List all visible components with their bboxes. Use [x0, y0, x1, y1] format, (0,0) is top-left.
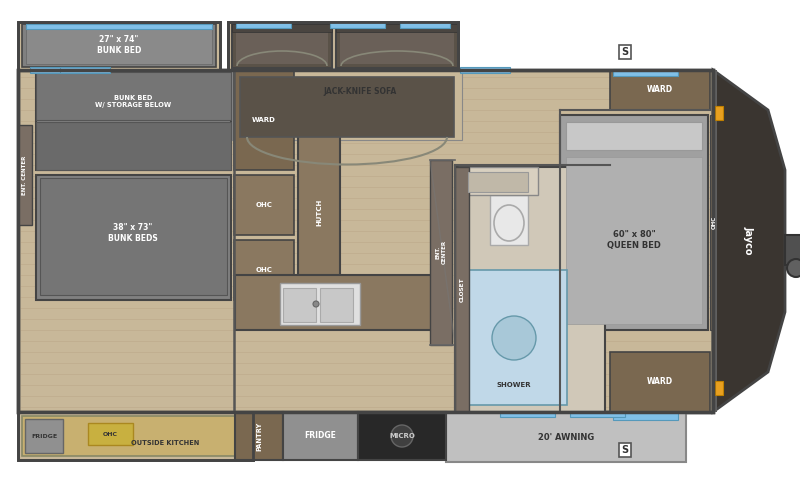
Circle shape: [492, 316, 536, 360]
Bar: [715, 381, 723, 395]
Bar: [18, 22, 220, 70]
Bar: [18, 125, 32, 225]
Text: PANTRY: PANTRY: [256, 422, 262, 450]
Text: WARD: WARD: [252, 117, 276, 123]
Bar: [460, 67, 510, 73]
Text: BUNK BED
W/ STORAGE BELOW: BUNK BED W/ STORAGE BELOW: [95, 96, 171, 108]
Text: 38" x 73"
BUNK BEDS: 38" x 73" BUNK BEDS: [108, 224, 158, 242]
Bar: [610, 352, 710, 412]
Bar: [500, 411, 555, 417]
Text: HUTCH: HUTCH: [316, 198, 322, 226]
Text: CLOSET: CLOSET: [459, 278, 465, 302]
Bar: [455, 167, 605, 412]
Bar: [400, 22, 450, 28]
Bar: [283, 288, 316, 322]
Bar: [283, 412, 358, 460]
Bar: [22, 416, 249, 456]
Bar: [340, 28, 454, 64]
Bar: [40, 178, 227, 295]
Bar: [613, 412, 678, 420]
Bar: [336, 24, 458, 32]
Bar: [298, 100, 340, 325]
Bar: [18, 412, 253, 460]
Bar: [446, 412, 686, 462]
Bar: [240, 77, 454, 137]
Bar: [358, 412, 446, 460]
Bar: [336, 24, 458, 68]
Bar: [713, 70, 717, 412]
Text: SHOWER: SHOWER: [497, 382, 531, 388]
Bar: [232, 24, 332, 32]
Text: Jayco: Jayco: [744, 226, 754, 254]
Bar: [22, 24, 216, 67]
Bar: [228, 22, 458, 70]
Text: 27" x 74"
BUNK BED: 27" x 74" BUNK BED: [97, 36, 141, 54]
Bar: [610, 70, 710, 110]
Bar: [468, 172, 528, 192]
Bar: [36, 72, 231, 170]
Text: WARD: WARD: [647, 378, 673, 386]
Polygon shape: [713, 70, 785, 412]
Bar: [36, 122, 231, 170]
Bar: [26, 27, 212, 64]
Bar: [36, 72, 231, 120]
Bar: [234, 175, 294, 235]
Bar: [490, 195, 528, 245]
Bar: [566, 157, 702, 324]
Circle shape: [391, 425, 413, 447]
Bar: [232, 24, 332, 68]
Bar: [26, 24, 212, 29]
Bar: [280, 283, 360, 325]
Text: OHC: OHC: [255, 202, 273, 208]
Bar: [236, 22, 291, 28]
Bar: [18, 70, 713, 412]
Bar: [234, 70, 294, 170]
Text: MICRO: MICRO: [389, 433, 415, 439]
Bar: [330, 22, 385, 28]
Bar: [18, 70, 713, 412]
Bar: [785, 235, 800, 265]
Circle shape: [313, 301, 319, 307]
Text: S: S: [622, 445, 629, 455]
Bar: [88, 423, 133, 445]
Bar: [462, 270, 567, 405]
Bar: [30, 67, 80, 73]
Text: OUTSIDE KITCHEN: OUTSIDE KITCHEN: [131, 440, 199, 446]
Bar: [18, 412, 253, 460]
Bar: [566, 122, 702, 150]
Bar: [710, 115, 718, 330]
Bar: [613, 69, 678, 76]
Text: ENT.
CENTER: ENT. CENTER: [436, 240, 446, 264]
Bar: [234, 240, 294, 300]
Text: OHC: OHC: [102, 432, 118, 436]
Text: FRIDGE: FRIDGE: [304, 432, 336, 440]
Text: FRIDGE: FRIDGE: [31, 434, 57, 438]
Bar: [455, 167, 469, 412]
Bar: [715, 106, 723, 120]
Text: ENT. CENTER: ENT. CENTER: [22, 156, 27, 194]
Bar: [458, 167, 538, 195]
Bar: [235, 412, 283, 460]
Text: S: S: [622, 47, 629, 57]
Bar: [236, 28, 328, 64]
Bar: [235, 275, 435, 330]
Bar: [36, 175, 231, 300]
Text: OHC: OHC: [255, 267, 273, 273]
Bar: [430, 160, 452, 345]
Bar: [60, 67, 110, 73]
Text: 20' AWNING: 20' AWNING: [538, 434, 594, 442]
Bar: [18, 22, 220, 70]
Bar: [560, 115, 708, 330]
Text: OHC: OHC: [711, 216, 717, 228]
Text: WARD: WARD: [647, 86, 673, 94]
Bar: [570, 411, 625, 417]
Bar: [25, 419, 63, 453]
Text: 60" x 80"
QUEEN BED: 60" x 80" QUEEN BED: [607, 230, 661, 250]
Bar: [320, 288, 353, 322]
Circle shape: [787, 259, 800, 277]
Bar: [228, 22, 458, 70]
Text: JACK-KNIFE SOFA: JACK-KNIFE SOFA: [323, 88, 397, 96]
Bar: [232, 68, 462, 140]
